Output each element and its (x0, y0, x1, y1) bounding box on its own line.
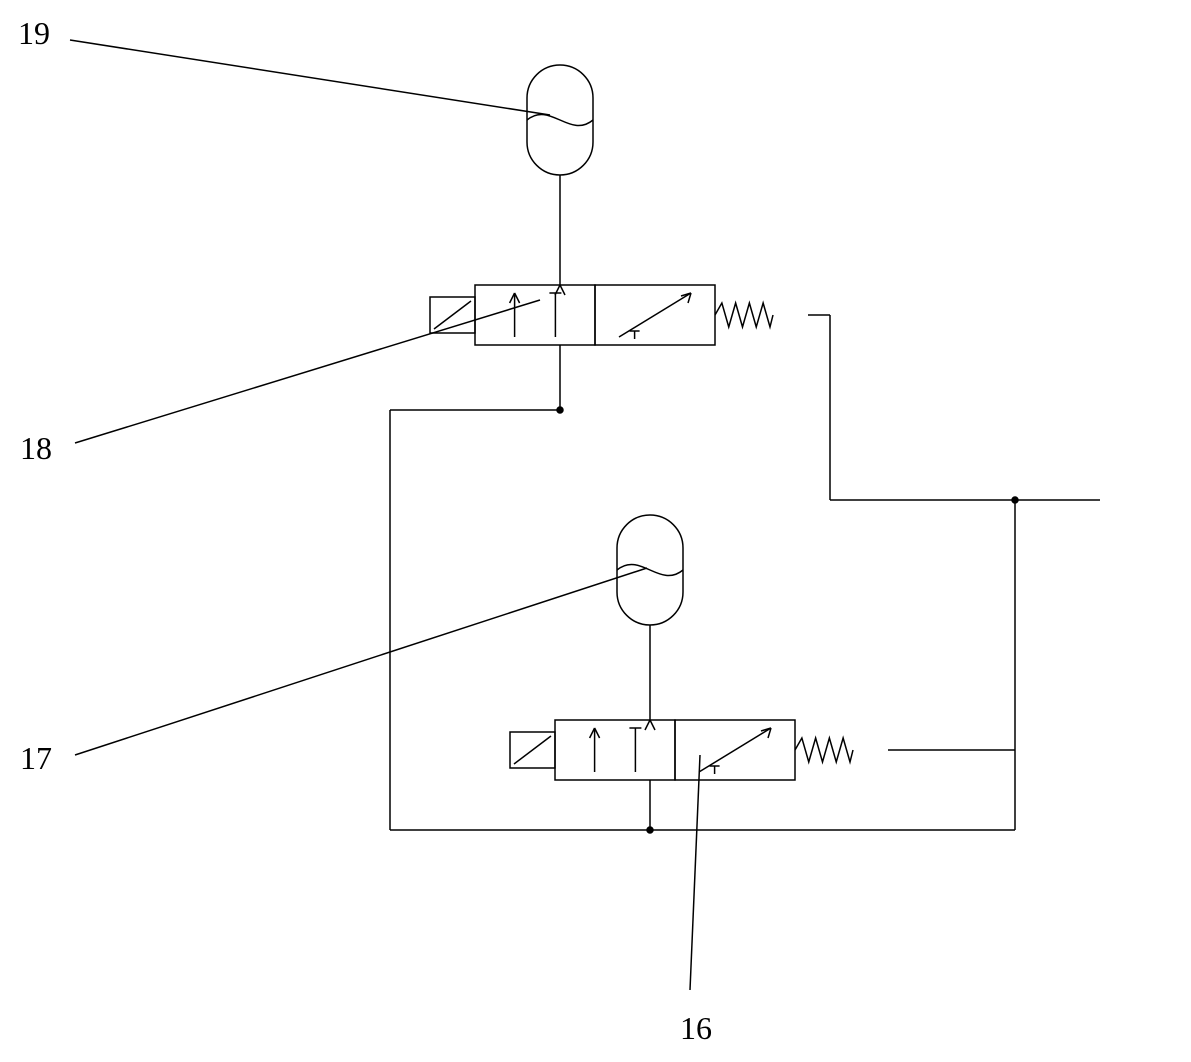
label-16: 16 (680, 1010, 712, 1047)
label-18: 18 (20, 430, 52, 467)
label-19: 19 (18, 15, 50, 52)
hydraulic-schematic (0, 0, 1191, 1062)
label-17: 17 (20, 740, 52, 777)
